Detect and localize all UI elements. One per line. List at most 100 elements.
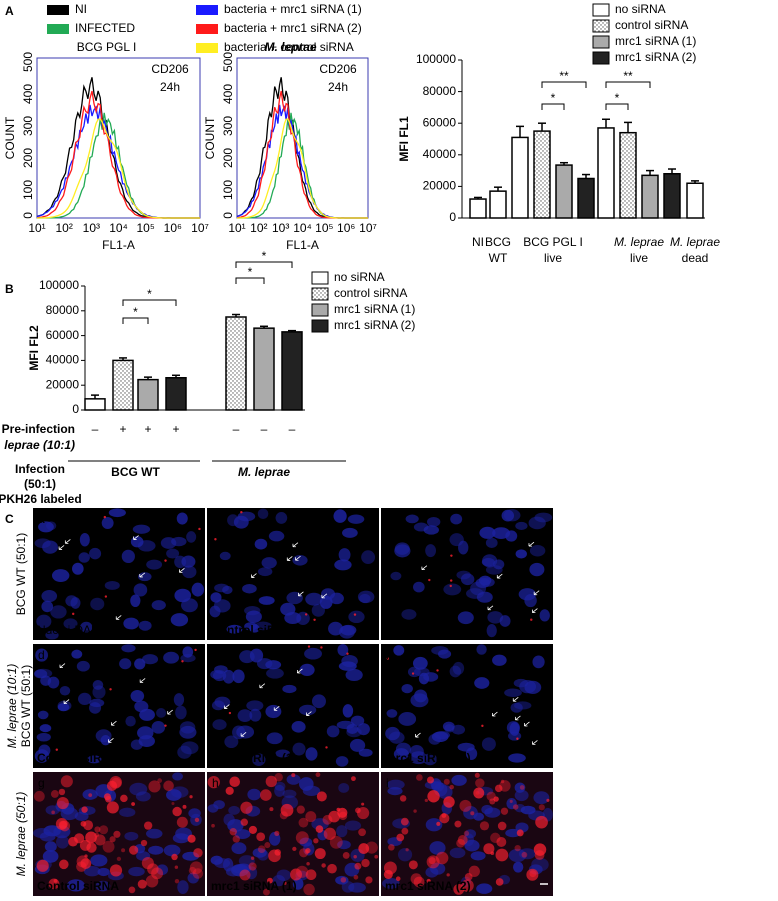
bacteria-signal xyxy=(496,837,507,847)
bacteria-signal xyxy=(449,579,453,582)
time-label: 24h xyxy=(328,80,348,94)
nucleus xyxy=(338,548,351,562)
nucleus xyxy=(338,782,350,793)
y-tick-label: 80000 xyxy=(423,84,457,98)
nucleus xyxy=(76,660,90,672)
bacteria-signal xyxy=(413,876,425,888)
bacteria-signal xyxy=(88,793,93,798)
group-label: BCG WT xyxy=(111,465,160,479)
nucleus xyxy=(292,554,308,566)
legend-swatch xyxy=(592,19,610,33)
nucleus xyxy=(80,621,93,633)
nucleus xyxy=(393,748,409,760)
histogram-curve xyxy=(237,112,368,219)
marker-label: CD206 xyxy=(319,62,357,76)
bacteria-signal xyxy=(400,817,409,826)
nucleus xyxy=(92,685,106,699)
nucleus xyxy=(504,688,522,698)
bacteria-signal xyxy=(84,854,88,858)
bacteria-signal xyxy=(171,853,178,861)
nucleus xyxy=(286,774,301,785)
nucleus xyxy=(266,732,283,745)
nucleus xyxy=(451,774,467,786)
bacteria-signal xyxy=(439,813,450,824)
nucleus xyxy=(38,521,54,533)
nucleus xyxy=(292,742,306,756)
legend-swatch xyxy=(47,24,69,34)
nucleus xyxy=(464,839,480,852)
nucleus xyxy=(44,841,57,852)
y-tick-label: 100000 xyxy=(39,278,79,292)
nucleus xyxy=(45,630,59,640)
bacteria-signal xyxy=(193,848,203,858)
nucleus xyxy=(142,654,159,665)
nucleus xyxy=(518,848,536,860)
bacteria-signal xyxy=(306,861,310,866)
nucleus xyxy=(474,677,490,689)
nucleus xyxy=(405,514,419,524)
nucleus xyxy=(172,833,190,844)
nucleus xyxy=(449,533,464,547)
nucleus xyxy=(481,557,495,567)
nucleus xyxy=(137,540,156,552)
bacteria-signal xyxy=(509,799,513,803)
nucleus xyxy=(36,614,52,629)
nucleus xyxy=(51,569,70,582)
bacteria-signal xyxy=(109,688,112,691)
nucleus xyxy=(319,595,333,609)
panel-letter: g xyxy=(38,776,45,790)
infection-label: (50:1) xyxy=(24,477,56,491)
bacteria-signal xyxy=(475,790,480,795)
bacteria-signal xyxy=(298,817,309,828)
bacteria-signal xyxy=(408,860,418,870)
nucleus xyxy=(388,731,405,744)
x-tick-label: 10³ xyxy=(83,221,100,235)
nucleus xyxy=(413,581,425,593)
bar xyxy=(619,131,637,219)
y-tick-label: 20000 xyxy=(46,377,80,391)
bacteria-signal xyxy=(181,660,184,663)
arrow xyxy=(321,593,328,599)
bacteria-signal xyxy=(36,859,49,872)
nucleus xyxy=(479,526,496,539)
nucleus xyxy=(177,745,192,759)
bacteria-signal xyxy=(79,839,91,851)
y-tick-label: 100 xyxy=(221,180,235,200)
nucleus xyxy=(207,804,219,813)
bacteria-signal xyxy=(323,827,337,840)
bacteria-signal xyxy=(164,559,167,562)
y-tick-label: 0 xyxy=(72,402,79,416)
y-tick-label: 100000 xyxy=(416,52,456,66)
bacteria-signal xyxy=(229,776,241,788)
nucleus xyxy=(239,650,255,664)
arrow xyxy=(532,608,538,613)
nucleus xyxy=(252,847,267,858)
bacteria-signal xyxy=(51,810,55,815)
nucleus xyxy=(514,789,529,802)
nucleus xyxy=(282,789,297,799)
y-axis-label: COUNT xyxy=(203,116,217,159)
bacteria-signal xyxy=(106,780,118,791)
y-tick-label: 60000 xyxy=(423,115,457,129)
nucleus xyxy=(222,669,235,684)
nucleus xyxy=(493,559,505,570)
nucleus xyxy=(539,609,550,622)
nucleus xyxy=(67,879,85,892)
bacteria-signal xyxy=(33,790,45,802)
bacteria-signal xyxy=(424,798,428,803)
y-tick-label: 500 xyxy=(21,52,35,72)
nucleus xyxy=(529,562,545,577)
arrow xyxy=(108,738,114,743)
nucleus xyxy=(326,725,340,738)
nucleus xyxy=(254,538,268,550)
nucleus xyxy=(533,791,550,805)
y-tick-label: 300 xyxy=(21,116,35,136)
arrow xyxy=(58,545,65,550)
group-label: WT xyxy=(489,251,508,265)
arrow xyxy=(298,591,304,597)
bacteria-signal xyxy=(410,873,422,885)
bacteria-signal xyxy=(313,618,316,622)
nucleus xyxy=(413,667,430,677)
nucleus xyxy=(236,725,255,739)
nucleus xyxy=(256,658,273,670)
